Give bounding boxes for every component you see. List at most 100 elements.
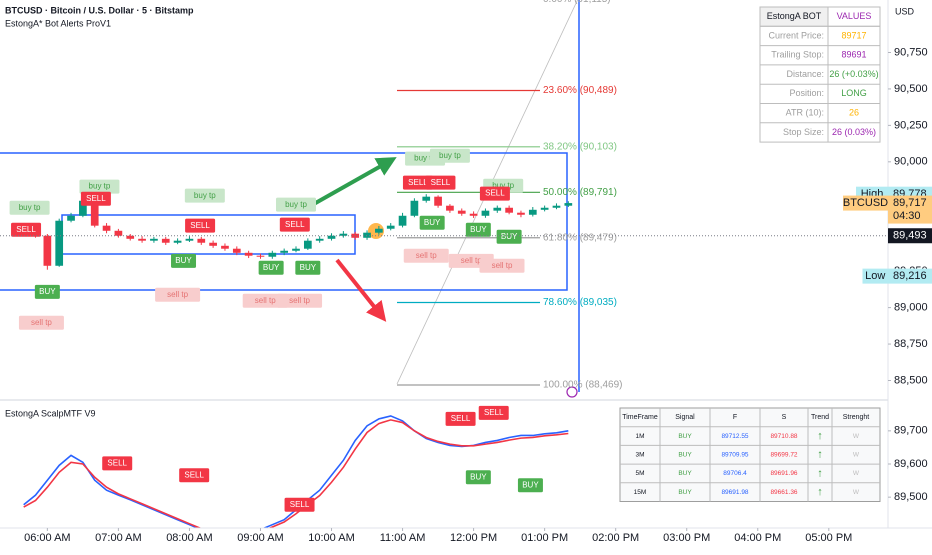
signal-label: sell tp — [461, 256, 482, 265]
signal-label: SELL — [184, 470, 204, 479]
signal-label: buy tp — [492, 181, 514, 190]
candle-body — [434, 196, 442, 206]
mtf-table-cell: W — [853, 470, 860, 477]
signal-label: buy tp — [414, 154, 436, 163]
signal-tag — [517, 478, 543, 493]
signal-label: SELL — [190, 221, 210, 230]
signal-tag — [34, 284, 60, 299]
candle-body — [505, 207, 513, 213]
mtf-table-cell: ↑ — [817, 430, 823, 442]
signal-label: buy tp — [285, 200, 307, 209]
signal-label: sell tp — [167, 290, 188, 299]
price-tag-countdown: 04:30 — [893, 210, 921, 222]
y-tick-label: 90,500 — [894, 83, 928, 95]
signal-label: SELL — [86, 194, 106, 203]
candle-body — [481, 210, 490, 216]
mtf-table-cell: 89709.95 — [721, 451, 748, 458]
main-pane: 0.00% (91,115) 23.60% (90,489) 38.20% (90,… — [0, 0, 623, 398]
signal-tag — [18, 315, 64, 330]
signal-label: BUY — [501, 232, 518, 241]
candle-body — [55, 220, 64, 266]
signal-label: buy tp — [89, 182, 111, 191]
x-tick-label: 11:00 AM — [380, 532, 426, 544]
mtf-table-cell: W — [853, 489, 860, 496]
fib-label: 100.00% (88,469) — [543, 380, 623, 391]
price-tag-name-box — [862, 268, 888, 284]
candle-body — [197, 238, 206, 243]
y-tick-label: 89,700 — [894, 425, 928, 437]
x-tick-label: 02:00 PM — [592, 532, 639, 544]
mtf-table-bg — [619, 407, 881, 502]
signal-tag — [479, 186, 510, 201]
info-table-value: LONG — [841, 88, 867, 98]
candle-body — [375, 228, 383, 233]
signal-label: sell tp — [255, 296, 276, 305]
mtf-table-cell: 89706.4 — [723, 470, 747, 477]
candle-body — [339, 233, 348, 236]
info-table-label: Trailing Stop: — [771, 50, 824, 60]
signal-tag — [184, 188, 225, 203]
y-tick-label: 88,750 — [894, 338, 928, 350]
x-tick-label: 07:00 AM — [95, 532, 141, 544]
candle-body — [540, 207, 549, 210]
x-tick-label: 08:00 AM — [166, 532, 212, 544]
signal-label: SELL — [451, 414, 471, 423]
price-tag-value: 89,717 — [893, 197, 927, 209]
signal-label: SELL — [107, 458, 127, 467]
price-tag-name: BTCUSD — [843, 197, 888, 209]
mtf-table-header: Strenght — [843, 414, 870, 421]
candle-body — [564, 203, 573, 206]
mtf-table-cell: 3M — [635, 451, 644, 458]
mtf-table-header: TimeFrame — [622, 414, 658, 421]
info-table-value: 26 — [849, 108, 859, 118]
signal-label: BUY — [263, 263, 280, 272]
price-tag-value: 89,216 — [893, 270, 927, 282]
candle-body — [280, 250, 289, 253]
mtf-table-cell: W — [853, 451, 860, 458]
y-tick-label: 88,500 — [894, 374, 928, 386]
signal-label: buy tp — [439, 151, 461, 160]
candle-body — [185, 238, 194, 241]
candle-body — [292, 248, 300, 251]
range-box — [0, 152, 568, 291]
candle-body — [221, 245, 229, 249]
indicator-title: EstongA* Bot Alerts ProV1 — [5, 18, 111, 28]
signal-label: SELL — [408, 178, 428, 187]
candle-body — [43, 235, 52, 266]
candle-body — [363, 232, 371, 238]
fib-label: 0.00% (91,115) — [543, 0, 611, 5]
signal-tag — [258, 260, 284, 275]
info-table-label: Current Price: — [768, 30, 824, 40]
x-tick-label: 10:00 AM — [308, 532, 354, 544]
mtf-table-cell: ↑ — [817, 467, 823, 479]
signal-tag — [295, 260, 321, 275]
mtf-table-cell: ↑ — [817, 486, 823, 498]
signal-label: SELL — [16, 225, 36, 234]
mtf-table-cell: BUY — [678, 489, 692, 496]
mtf-table-header: Trend — [811, 414, 829, 421]
price-tag-name: Low — [865, 270, 885, 282]
mtf-table-cell: 89691.98 — [721, 489, 748, 496]
mtf-table-cell: BUY — [678, 470, 692, 477]
signal-label: buy tp — [194, 191, 216, 200]
candle-body — [126, 235, 135, 239]
signal-tag — [277, 293, 323, 308]
info-table-value: 89691 — [841, 50, 866, 60]
mtf-table-cell: 89661.36 — [770, 489, 797, 496]
signal-tag — [79, 179, 120, 194]
candle-body — [552, 205, 561, 208]
candle-body — [256, 255, 265, 257]
candle-body — [469, 213, 478, 216]
signal-label: SELL — [484, 408, 504, 417]
signal-tag — [479, 258, 525, 273]
signal-tag — [403, 248, 449, 263]
x-tick-label: 03:00 PM — [663, 532, 710, 544]
mtf-table-cell: 89691.96 — [770, 470, 797, 477]
y-tick-label: 89,000 — [894, 302, 928, 314]
signal-tag — [496, 229, 522, 244]
signal-tag — [465, 470, 491, 485]
candle-body — [138, 238, 146, 241]
mtf-table-cell: 89699.72 — [770, 451, 797, 458]
x-tick-label: 05:00 PM — [805, 532, 852, 544]
